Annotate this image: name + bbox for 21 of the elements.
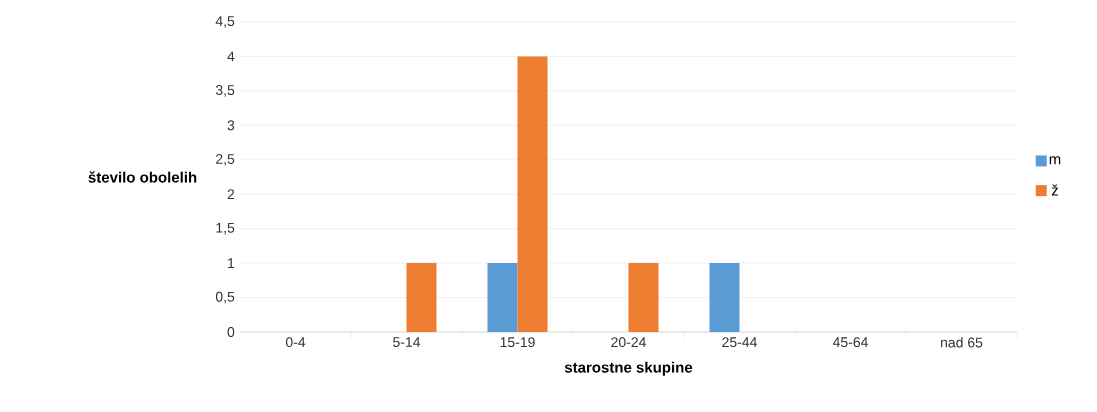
y-tick-label: 0,5 [215, 291, 235, 304]
y-axis-title: število obolelih [88, 171, 197, 183]
y-tick-label: 1 [228, 258, 235, 268]
x-tick-label: 15-19 [500, 337, 535, 348]
x-axis-title: starostne skupine [564, 361, 693, 376]
x-tick-label: 45-64 [832, 337, 868, 348]
x-tick-label: 25-44 [722, 337, 757, 348]
x-tick-label: 20-24 [611, 337, 646, 348]
legend-label: ž [1051, 184, 1058, 196]
x-tick-label: 5-14 [393, 337, 421, 347]
y-tick-label: 3,5 [215, 85, 235, 97]
y-tick-label: 0 [227, 327, 235, 337]
x-tick-label: 0-4 [285, 337, 306, 348]
y-tick-label: 4 [227, 51, 235, 62]
x-tick-label: nad 65 [941, 337, 983, 348]
y-tick-label: 2 [227, 189, 235, 200]
y-tick-label: 3 [227, 120, 235, 131]
legend-label: m [1049, 156, 1061, 165]
y-tick-label: 4,5 [215, 16, 235, 28]
y-tick-label: 1,5 [216, 222, 235, 235]
y-tick-label: 2,5 [216, 153, 235, 166]
